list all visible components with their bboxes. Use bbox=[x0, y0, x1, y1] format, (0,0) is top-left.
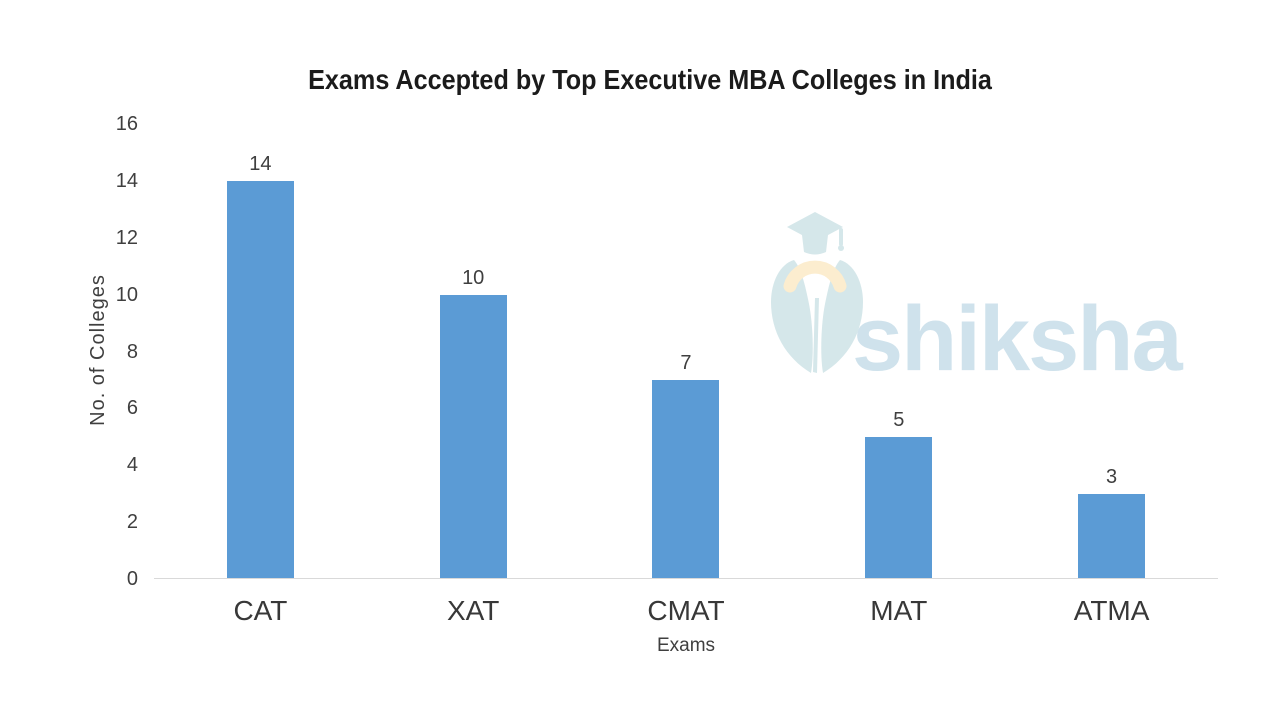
bar-column: 14 bbox=[154, 124, 367, 579]
y-tick-label: 4 bbox=[126, 454, 138, 477]
bar-xat bbox=[439, 294, 507, 579]
y-tick-label: 0 bbox=[126, 568, 138, 590]
x-category-label: ATMA bbox=[1073, 595, 1150, 626]
bar-atma bbox=[1078, 493, 1146, 579]
y-tick-label: 6 bbox=[126, 397, 138, 420]
bar-column: 5 bbox=[792, 124, 1005, 579]
bar-column: 10 bbox=[367, 124, 580, 579]
y-tick-label: 2 bbox=[126, 511, 138, 534]
bar-value-label: 14 bbox=[249, 152, 272, 175]
bar-value-label: 5 bbox=[893, 408, 905, 431]
x-category-label: CAT bbox=[233, 595, 288, 626]
plot-area: 14 10 7 5 3 bbox=[154, 124, 1218, 579]
bar-value-label: 3 bbox=[1106, 465, 1118, 488]
bar-mat bbox=[865, 436, 933, 579]
y-tick-label: 14 bbox=[115, 169, 138, 192]
y-tick-label: 8 bbox=[126, 340, 138, 363]
bar-value-label: 10 bbox=[462, 266, 485, 289]
bar-series: 14 10 7 5 3 bbox=[154, 124, 1218, 579]
x-axis-category-labels: CAT XAT CMAT MAT ATMA bbox=[154, 597, 1218, 625]
y-tick-label: 10 bbox=[115, 283, 138, 306]
chart-title: Exams Accepted by Top Executive MBA Coll… bbox=[308, 64, 992, 95]
x-axis-title: Exams bbox=[656, 635, 716, 656]
bar-value-label: 7 bbox=[680, 351, 692, 374]
bar-cmat bbox=[652, 379, 720, 579]
bar-column: 3 bbox=[1005, 124, 1218, 579]
y-tick-label: 12 bbox=[115, 226, 138, 249]
x-axis-line bbox=[154, 578, 1218, 579]
bar-cat bbox=[226, 180, 294, 579]
x-category-label: CMAT bbox=[647, 595, 725, 626]
x-category-label: MAT bbox=[870, 595, 928, 626]
bar-column: 7 bbox=[580, 124, 793, 579]
y-tick-label: 16 bbox=[115, 113, 138, 135]
y-axis-tick-labels: 0 2 4 6 8 10 12 14 16 bbox=[0, 114, 138, 589]
x-category-label: XAT bbox=[447, 595, 500, 626]
